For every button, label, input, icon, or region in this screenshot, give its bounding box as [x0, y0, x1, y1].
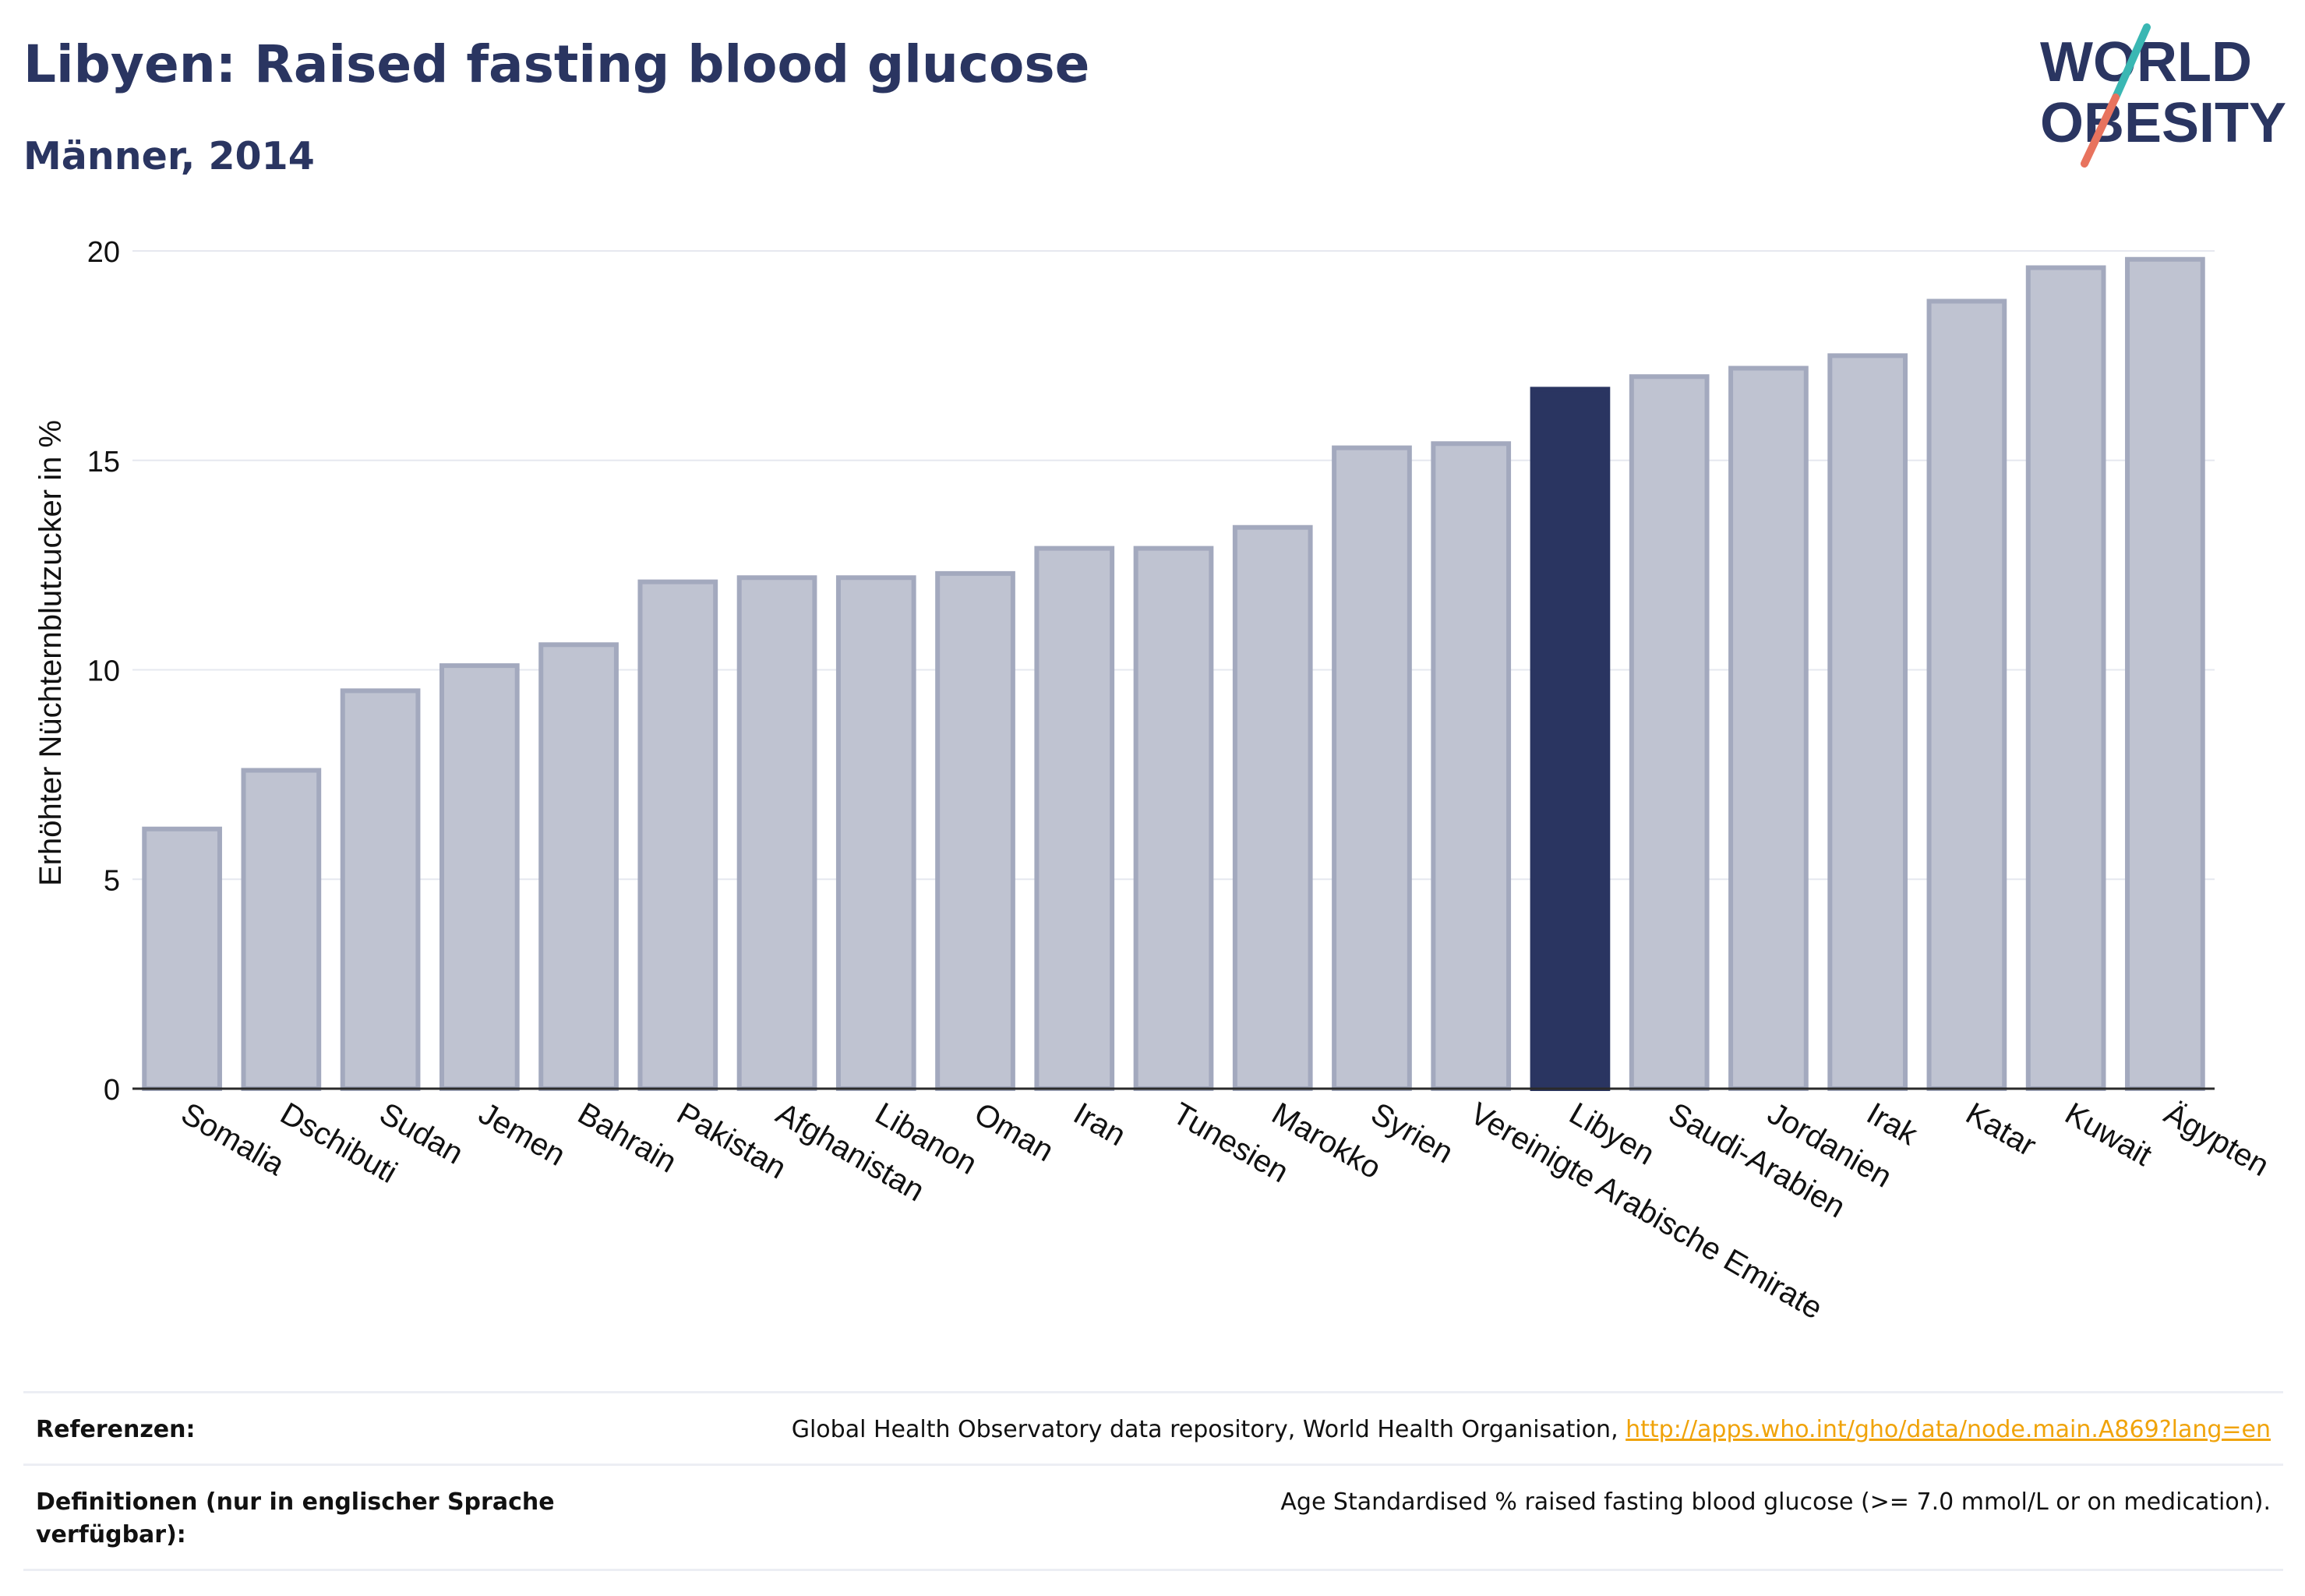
x-tick-label: Oman [969, 1096, 1059, 1169]
bar [1728, 365, 1809, 1091]
definitions-row: Definitionen (nur in englischer Sprache … [23, 1464, 2283, 1571]
x-tick-label: Somalia [175, 1096, 291, 1183]
bar [241, 768, 322, 1091]
bar [1629, 374, 1710, 1091]
references-table: Referenzen: Global Health Observatory da… [23, 1391, 2283, 1571]
bar [1827, 353, 1908, 1091]
x-tick-label: Katar [1960, 1096, 2042, 1163]
references-link[interactable]: http://apps.who.int/gho/data/node.main.A… [1626, 1416, 2271, 1443]
bar [835, 575, 916, 1091]
references-source: Global Health Observatory data repositor… [791, 1416, 1626, 1443]
x-tick-label: Bahrain [572, 1096, 682, 1180]
bar-highlight [1530, 387, 1611, 1091]
y-tick-label: 20 [87, 236, 120, 269]
references-text: Global Health Observatory data repositor… [792, 1414, 2283, 1446]
bar [340, 688, 421, 1091]
bar [1332, 445, 1412, 1091]
bar [1431, 441, 1512, 1091]
bar [736, 575, 817, 1091]
y-axis-label: Erhöhter Nüchternblutzucker in % [34, 420, 68, 886]
x-tick-label: Jemen [473, 1096, 571, 1173]
x-tick-label: Irak [1861, 1096, 1924, 1153]
bar [538, 642, 619, 1091]
bar [935, 570, 1015, 1091]
bar [2025, 265, 2106, 1091]
logo-slash-coral [2081, 94, 2120, 168]
bar [1232, 524, 1313, 1091]
logo-slash-teal [2112, 23, 2151, 101]
bar [142, 826, 222, 1091]
chart-title: Libyen: Raised fasting blood glucose [23, 34, 1090, 94]
bar [1926, 298, 2007, 1091]
x-tick-label: Iran [1068, 1096, 1131, 1153]
x-tick-label: Ägypten [2159, 1096, 2275, 1183]
bar [637, 579, 718, 1091]
y-tick-label: 5 [104, 864, 120, 897]
world-obesity-logo: WORLD OBESITY [2040, 23, 2286, 168]
bar [439, 663, 520, 1091]
bar [1133, 546, 1214, 1091]
definitions-text: Age Standardised % raised fasting blood … [1280, 1488, 2271, 1516]
references-label: Referenzen: [36, 1416, 196, 1443]
x-tick-label: Kuwait [2060, 1096, 2158, 1173]
logo-text-obesity: OBESITY [2040, 92, 2286, 154]
y-tick-label: 0 [104, 1074, 120, 1107]
references-row: Referenzen: Global Health Observatory da… [23, 1391, 2283, 1464]
y-tick-label: 15 [87, 446, 120, 478]
bar [2125, 256, 2205, 1091]
x-tick-label: Pakistan [671, 1096, 792, 1186]
logo-text-world: WORLD [2040, 31, 2252, 94]
bar [1034, 546, 1115, 1091]
chart-subtitle: Männer, 2014 [23, 134, 315, 178]
y-tick-label: 10 [87, 655, 120, 688]
definitions-label: Definitionen (nur in englischer Sprache … [36, 1488, 555, 1548]
